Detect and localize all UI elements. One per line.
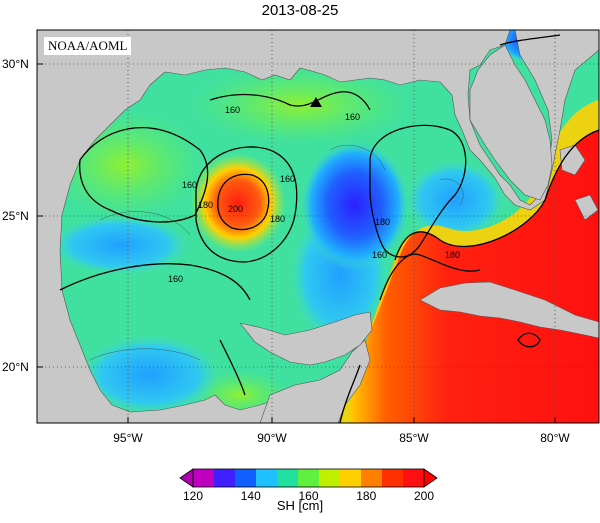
- colorbar-tick-label: 140: [241, 489, 261, 503]
- cold-eddy: [300, 140, 410, 270]
- contour-labels: 160 160 160 160 160 160 180 180 180 180 …: [168, 105, 460, 284]
- warm-eddy: [190, 153, 286, 253]
- lon-tick-label: 85°W: [399, 431, 429, 445]
- colorbar-tick-label: 120: [183, 489, 203, 503]
- colorbar-swatch: [319, 469, 341, 487]
- contour-label: 180: [198, 200, 213, 210]
- contour-label: 160: [345, 112, 360, 122]
- colorbar-swatch: [403, 469, 425, 487]
- lat-tick-label: 20°N: [2, 360, 29, 374]
- colorbar-swatch: [298, 469, 320, 487]
- triangle-marker: [310, 97, 322, 107]
- colorbar-swatch: [214, 469, 236, 487]
- colorbar-swatch: [361, 469, 383, 487]
- colorbar: 120 140 160 180 200: [179, 468, 438, 503]
- map-area: 160 160 160 160 160 160 180 180 180 180 …: [37, 30, 599, 423]
- colorbar-swatch: [235, 469, 257, 487]
- lon-tick-label: 90°W: [257, 431, 287, 445]
- contour-label: 160: [168, 274, 183, 284]
- contour-label: 160: [280, 174, 295, 184]
- contour-label: 200: [228, 204, 243, 214]
- contour-label: 180: [445, 250, 460, 260]
- lat-tick-label: 25°N: [2, 209, 29, 223]
- lon-tick-label: 80°W: [540, 431, 570, 445]
- colorbar-swatch: [193, 469, 215, 487]
- colorbar-tick-label: 160: [298, 489, 318, 503]
- contour-label: 160: [225, 105, 240, 115]
- contour-label: 180: [375, 217, 390, 227]
- map-title: 2013-08-25: [261, 2, 339, 19]
- credit-label: NOAA/AOML: [44, 37, 132, 55]
- colorbar-swatch: [256, 469, 278, 487]
- contour-label: 160: [182, 180, 197, 190]
- map-frame: [36, 29, 600, 424]
- colorbar-swatch: [382, 469, 404, 487]
- colorbar-swatch: [277, 469, 299, 487]
- colorbar-swatch: [340, 469, 362, 487]
- colorbar-label: SH [cm]: [276, 498, 324, 513]
- latitude-labels: 30°N 25°N 20°N: [2, 57, 29, 374]
- lat-tick-label: 30°N: [2, 57, 29, 71]
- loop-current: [348, 130, 599, 423]
- contour-lines: [59, 34, 599, 423]
- graticule: [37, 30, 599, 423]
- contour-label: 160: [372, 250, 387, 260]
- contour-label: 180: [270, 214, 285, 224]
- colorbar-max-arrow: [423, 468, 438, 488]
- lon-tick-label: 95°W: [113, 431, 143, 445]
- longitude-labels: 95°W 90°W 85°W 80°W: [113, 431, 570, 445]
- colorbar-tick-label: 180: [356, 489, 376, 503]
- colorbar-tick-label: 200: [414, 489, 434, 503]
- colorbar-min-arrow: [179, 468, 194, 488]
